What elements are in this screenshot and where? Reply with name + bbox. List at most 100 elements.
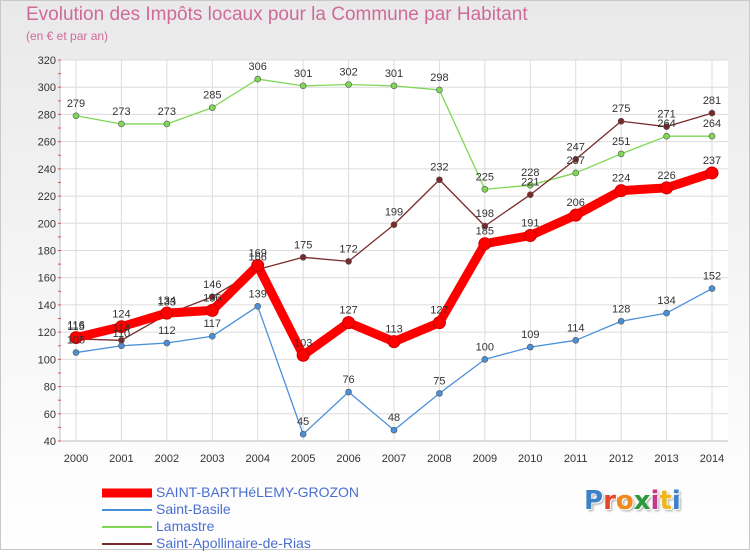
data-point [118, 120, 125, 128]
x-tick-label: 2001 [109, 453, 133, 465]
data-label: 175 [294, 239, 312, 251]
data-point [572, 337, 580, 344]
x-tick-label: 2012 [609, 453, 633, 465]
y-tick-label: 40 [44, 436, 56, 448]
x-tick-label: 2014 [700, 453, 724, 465]
data-label: 109 [521, 329, 539, 341]
data-label: 124 [112, 309, 130, 321]
y-tick-label: 160 [38, 273, 56, 285]
data-label: 271 [657, 109, 675, 121]
data-label: 136 [203, 292, 221, 304]
legend-swatch [102, 525, 152, 528]
data-label: 139 [249, 288, 267, 300]
data-point [205, 303, 219, 317]
y-tick-label: 80 [44, 382, 56, 394]
data-point [523, 229, 537, 243]
x-tick-label: 2007 [382, 453, 406, 465]
data-label: 302 [339, 66, 357, 78]
data-label: 225 [476, 171, 494, 183]
data-point [345, 258, 352, 265]
data-point [387, 335, 401, 349]
data-point [708, 285, 716, 292]
data-point [160, 306, 174, 320]
data-point [526, 343, 534, 351]
data-point [569, 208, 583, 222]
data-label: 237 [703, 155, 721, 167]
data-point [572, 169, 580, 177]
data-point [526, 191, 534, 199]
data-label: 264 [703, 118, 721, 130]
y-tick-label: 220 [38, 191, 56, 203]
data-point [663, 132, 670, 140]
x-tick-label: 2000 [64, 453, 88, 465]
data-point [72, 112, 80, 120]
data-label: 117 [204, 318, 222, 330]
data-point [114, 320, 128, 334]
legend-swatch [102, 488, 152, 497]
legend-label: Lamastre [156, 518, 215, 534]
logo-letter: o [615, 486, 634, 516]
data-point [481, 185, 489, 193]
data-label: 224 [612, 173, 630, 185]
data-point [708, 132, 716, 140]
x-tick-label: 2005 [291, 453, 315, 465]
y-tick-label: 300 [38, 82, 56, 94]
data-label: 112 [158, 325, 176, 337]
data-label: 221 [521, 177, 539, 189]
logo-letter: i [671, 486, 681, 516]
data-point [72, 349, 80, 356]
data-label: 114 [567, 322, 585, 334]
y-tick-label: 260 [38, 137, 56, 149]
data-label: 301 [294, 68, 312, 80]
logo-letter: x [633, 486, 651, 516]
data-point [208, 293, 216, 301]
legend-label: Saint-Apollinaire-de-Rias [156, 535, 311, 551]
data-label: 113 [385, 324, 403, 336]
data-label: 301 [385, 68, 403, 80]
chart-title: Evolution des Impôts locaux pour la Comm… [26, 4, 528, 25]
data-label: 134 [657, 295, 675, 307]
y-tick-label: 200 [38, 218, 56, 230]
data-label: 146 [203, 279, 221, 291]
data-label: 199 [385, 207, 403, 219]
data-label: 198 [476, 208, 494, 220]
data-point [436, 390, 443, 397]
data-point [163, 120, 171, 128]
data-label: 115 [67, 321, 85, 333]
data-point [436, 86, 443, 94]
data-point [432, 316, 446, 330]
data-label: 172 [339, 243, 357, 255]
data-point [208, 332, 216, 340]
data-label: 281 [703, 95, 721, 107]
data-label: 133 [158, 296, 176, 308]
data-point [390, 82, 398, 90]
proxiti-logo: Proxiti [584, 486, 681, 516]
y-tick-label: 120 [38, 327, 56, 339]
data-label: 237 [567, 155, 585, 167]
logo-letter: P [584, 486, 604, 516]
data-label: 127 [430, 305, 448, 317]
data-point [345, 81, 352, 88]
data-point [296, 348, 310, 362]
logo-letter: t [659, 486, 672, 516]
data-point [617, 150, 625, 158]
data-point [254, 75, 262, 83]
data-label: 264 [657, 118, 675, 130]
data-label: 273 [112, 106, 130, 118]
data-point [614, 184, 628, 198]
x-tick-label: 2010 [518, 453, 542, 465]
x-tick-label: 2006 [336, 453, 360, 465]
data-label: 100 [476, 341, 494, 353]
data-label: 191 [521, 218, 539, 230]
data-label: 127 [339, 305, 357, 317]
x-tick-label: 2002 [155, 453, 179, 465]
data-point [481, 356, 489, 363]
data-point [705, 166, 719, 180]
data-label: 226 [657, 170, 675, 182]
data-label: 185 [476, 226, 494, 238]
data-point [299, 430, 307, 438]
data-label: 152 [703, 271, 721, 283]
data-label: 306 [249, 61, 267, 73]
data-point [299, 82, 307, 90]
x-tick-label: 2003 [200, 453, 224, 465]
